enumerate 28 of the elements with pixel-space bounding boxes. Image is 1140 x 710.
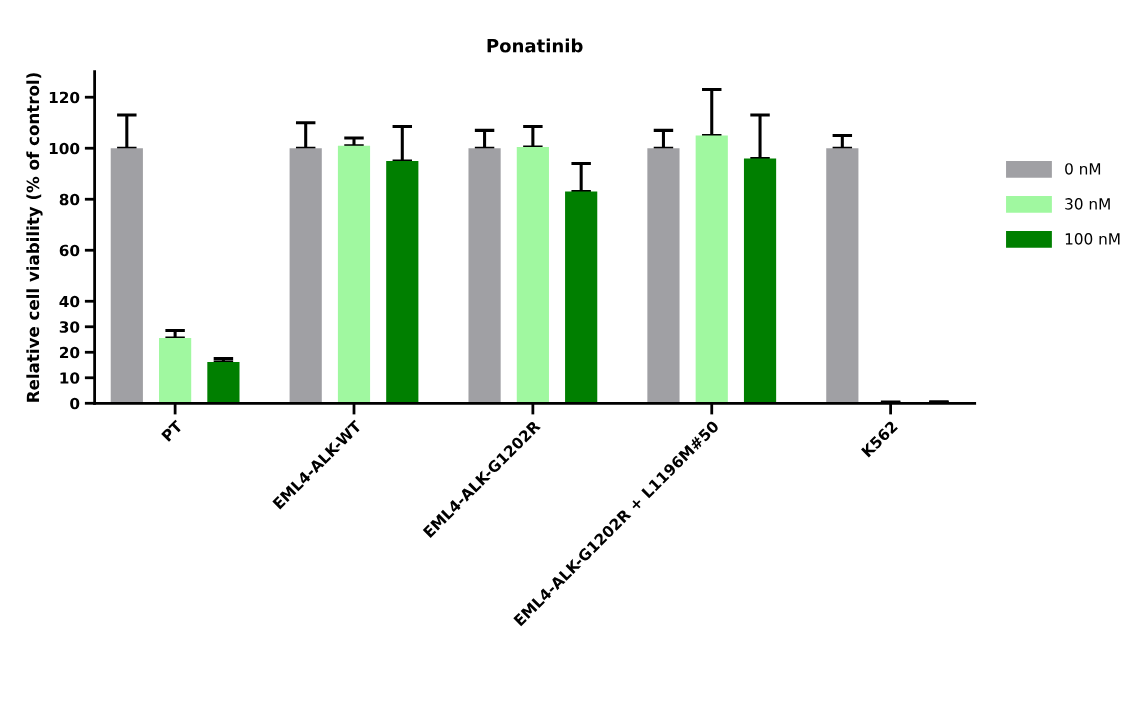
y-tick-label: 100: [49, 142, 80, 155]
y-tick-label: 80: [59, 193, 80, 206]
bar: [516, 146, 549, 404]
legend-label: 100 nM: [1065, 233, 1120, 245]
bar: [386, 160, 419, 404]
bar: [743, 158, 777, 404]
y-tick-label: 120: [49, 91, 80, 104]
y-tick-label: 40: [59, 295, 80, 308]
y-tick-label: 0: [70, 397, 80, 410]
bar: [695, 135, 728, 404]
legend-label: 30 nM: [1065, 198, 1110, 210]
legend-label: 0 nM: [1065, 163, 1101, 175]
bar: [826, 148, 859, 404]
bar: [337, 145, 371, 404]
y-tick-label: 60: [59, 244, 80, 257]
bar: [289, 148, 322, 404]
y-axis-title: Relative cell viability (% of control): [26, 73, 43, 402]
chart-title: Ponatinib: [487, 38, 583, 53]
bar: [159, 337, 192, 404]
bar: [207, 361, 240, 404]
y-tick-label: 30: [59, 321, 80, 333]
bar: [647, 148, 680, 404]
bar: [110, 148, 143, 404]
bar: [468, 148, 501, 404]
y-tick-label: 20: [59, 346, 80, 359]
y-tick-label: 10: [60, 372, 80, 384]
x-tick-label: PT: [161, 419, 184, 442]
bar: [565, 191, 598, 404]
